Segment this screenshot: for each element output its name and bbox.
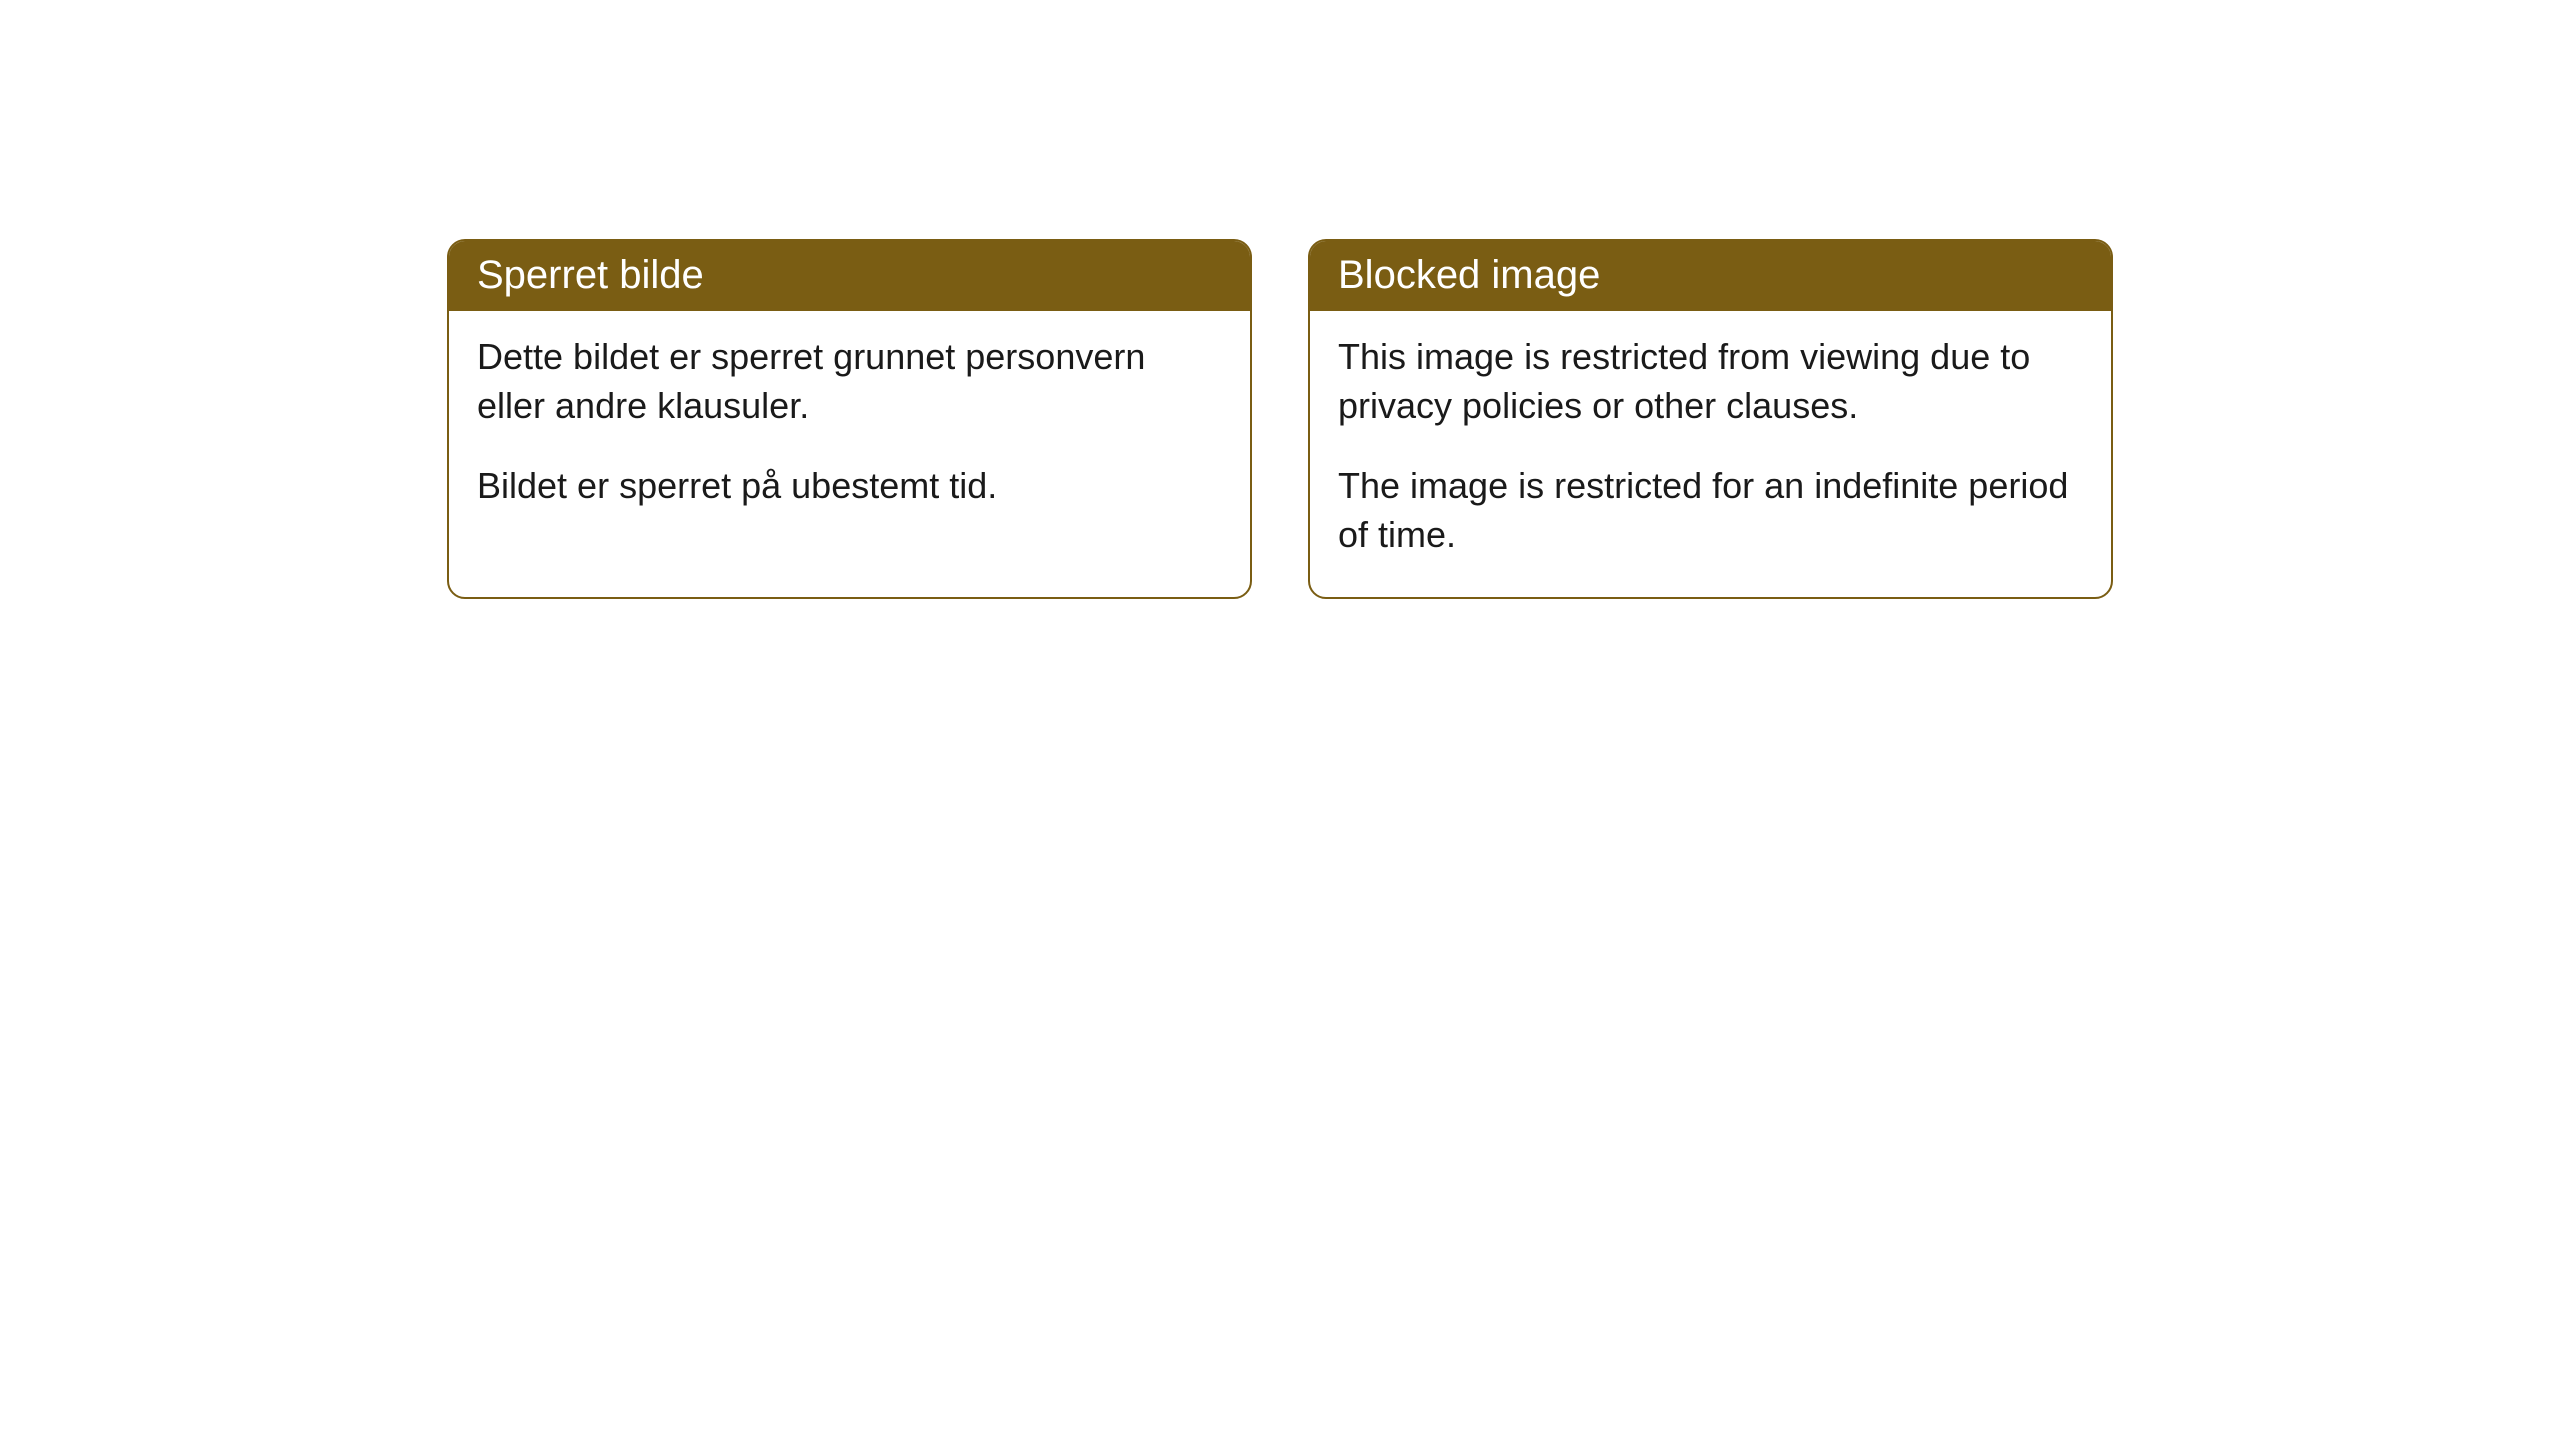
blocked-image-card-no: Sperret bilde Dette bildet er sperret gr… [447,239,1252,599]
card-body: This image is restricted from viewing du… [1310,311,2111,597]
card-paragraph: The image is restricted for an indefinit… [1338,462,2083,559]
card-paragraph: This image is restricted from viewing du… [1338,333,2083,430]
card-paragraph: Bildet er sperret på ubestemt tid. [477,462,1222,511]
card-body: Dette bildet er sperret grunnet personve… [449,311,1250,549]
card-paragraph: Dette bildet er sperret grunnet personve… [477,333,1222,430]
card-header: Blocked image [1310,241,2111,311]
blocked-image-card-en: Blocked image This image is restricted f… [1308,239,2113,599]
card-header: Sperret bilde [449,241,1250,311]
notice-cards-container: Sperret bilde Dette bildet er sperret gr… [447,239,2113,599]
